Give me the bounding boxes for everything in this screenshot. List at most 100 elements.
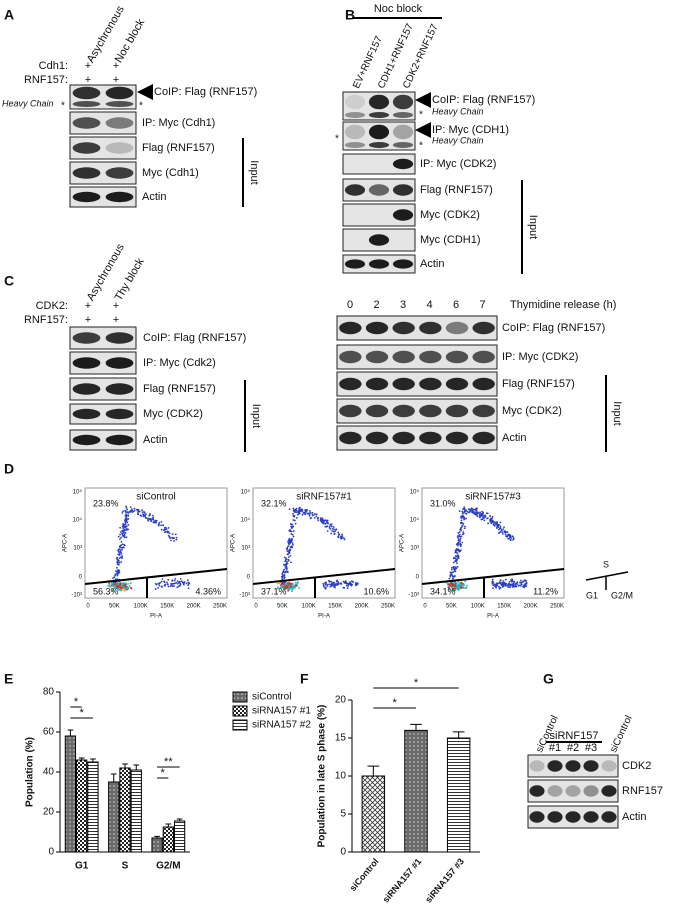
flow-event xyxy=(277,586,279,589)
flow-event xyxy=(127,583,130,585)
flow-event xyxy=(327,522,329,525)
gate-line xyxy=(421,568,565,585)
x-tick-label: 100K xyxy=(302,604,316,610)
x-tick-label: siRNA157 #1 xyxy=(381,856,424,904)
flow-event xyxy=(343,538,346,541)
flow-event xyxy=(164,584,166,587)
blot-label: CoIP: Flag (RNF157) xyxy=(502,322,605,334)
flow-event xyxy=(166,530,169,533)
flow-event xyxy=(317,519,320,522)
blot-band xyxy=(445,377,469,391)
flow-event xyxy=(463,507,466,510)
blot-band xyxy=(368,184,390,196)
y-tick-label: 10⁵ xyxy=(73,489,83,496)
significance-label: * xyxy=(393,697,398,709)
blot-band xyxy=(72,101,101,107)
flow-event xyxy=(287,584,289,586)
flow-event xyxy=(283,583,285,586)
flow-event xyxy=(124,526,127,529)
blot-label: Flag (RNF157) xyxy=(142,142,215,154)
flow-plot xyxy=(252,487,396,599)
label: RNF157: xyxy=(24,314,68,326)
flow-event xyxy=(114,573,117,576)
flow-event xyxy=(313,513,316,516)
column-label: #2 xyxy=(567,742,579,754)
x-tick-label: G1 xyxy=(75,861,89,872)
bar xyxy=(151,837,163,853)
flow-event xyxy=(120,589,123,592)
flow-event xyxy=(508,580,511,583)
y-axis-label: APC-A xyxy=(231,534,237,552)
flow-event xyxy=(328,583,331,586)
flow-event xyxy=(126,528,128,530)
flow-event xyxy=(309,510,311,512)
flow-event xyxy=(457,587,460,590)
blot-band xyxy=(601,760,617,772)
flow-event xyxy=(308,512,311,515)
flow-event xyxy=(292,509,295,512)
flow-event xyxy=(450,583,453,586)
y-tick-label: -10³ xyxy=(71,593,82,599)
flow-event xyxy=(120,561,123,563)
flow-event xyxy=(282,571,284,574)
flow-event xyxy=(472,508,475,511)
blot-band xyxy=(365,350,389,364)
flow-event xyxy=(129,511,132,513)
flow-event xyxy=(123,529,126,532)
blot-band xyxy=(472,377,495,391)
flow-event xyxy=(490,518,493,521)
flow-event xyxy=(327,583,329,586)
legend-gate xyxy=(585,571,629,581)
blot-band xyxy=(601,811,617,823)
flow-event xyxy=(456,562,458,565)
flow-event xyxy=(337,536,340,539)
column-label: #1 xyxy=(549,742,561,754)
flow-event xyxy=(288,538,291,541)
quadrant-label: 23.8% xyxy=(93,498,119,508)
flow-event xyxy=(142,514,145,517)
flow-event xyxy=(282,575,284,578)
flow-event xyxy=(462,531,465,534)
flow-event xyxy=(179,577,182,580)
blot-band xyxy=(392,112,414,118)
flow-event xyxy=(278,582,281,585)
flow-event xyxy=(283,577,286,580)
input-label: Input xyxy=(250,404,262,428)
flow-event xyxy=(173,585,175,587)
flow-event xyxy=(283,556,286,559)
flow-event xyxy=(329,528,332,530)
quadrant-label: 56.3% xyxy=(93,586,119,596)
blot-band xyxy=(583,785,599,797)
flow-event xyxy=(170,582,173,585)
flow-event xyxy=(125,525,128,528)
flow-event xyxy=(123,546,125,549)
y-axis-label: APC-A xyxy=(400,534,406,552)
flow-event xyxy=(141,511,144,514)
flow-event xyxy=(513,580,516,583)
flow-event xyxy=(173,579,176,582)
flow-event xyxy=(497,528,500,531)
flow-event xyxy=(457,555,460,558)
flow-event xyxy=(289,541,292,544)
flow-event xyxy=(108,585,111,588)
blot-band xyxy=(419,377,442,391)
flow-event xyxy=(285,571,288,573)
flow-event xyxy=(330,580,333,583)
flow-event xyxy=(497,585,500,588)
flow-event xyxy=(289,546,292,549)
legend-swatch xyxy=(232,719,248,731)
blot-band xyxy=(601,785,617,797)
flow-event xyxy=(326,530,329,532)
flow-event xyxy=(459,535,461,538)
flow-event xyxy=(290,525,293,528)
flow-event xyxy=(459,545,462,547)
flow-event xyxy=(291,589,293,591)
flow-event xyxy=(119,533,121,536)
flow-event xyxy=(285,557,288,560)
flow-event xyxy=(330,525,333,528)
legend-label: siRNA157 #2 xyxy=(252,720,311,731)
blot xyxy=(336,425,498,451)
flow-event xyxy=(289,523,292,525)
flow-event xyxy=(150,519,153,521)
flow-event xyxy=(291,525,294,528)
